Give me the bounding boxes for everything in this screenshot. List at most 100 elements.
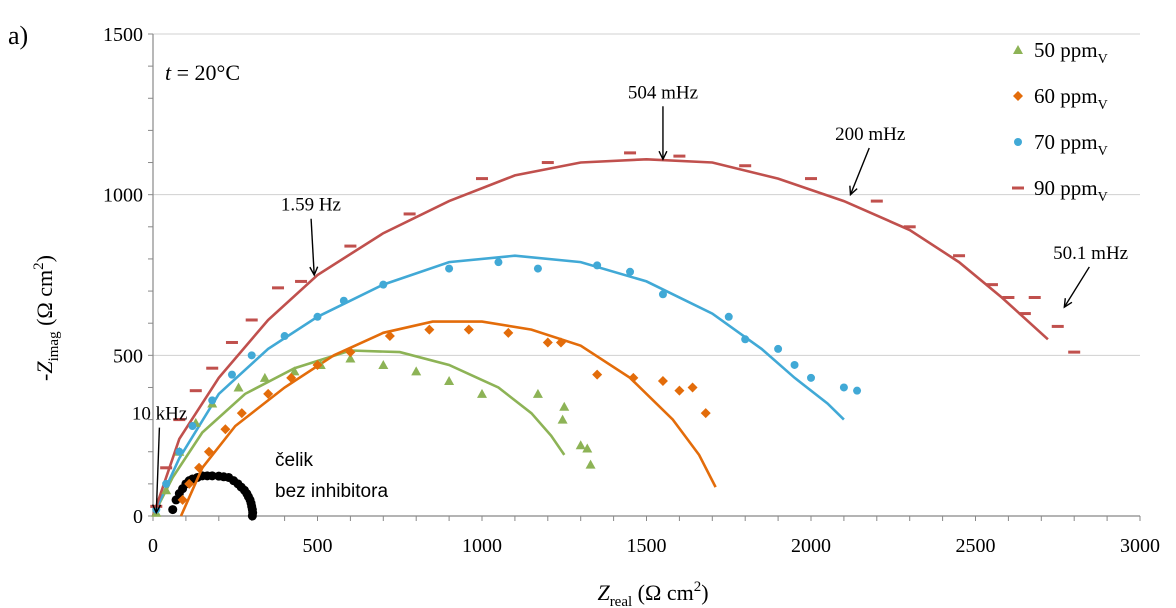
- data-point: [313, 312, 322, 321]
- data-points: [150, 151, 1081, 517]
- data-point: [344, 244, 357, 248]
- fit-line: [179, 320, 717, 517]
- data-point: [494, 258, 503, 267]
- x-tick-labels: 0 500 1000 1500 2000 2500 3000: [148, 535, 1160, 557]
- data-point: [585, 459, 596, 469]
- data-point: [161, 485, 172, 495]
- x-axis-sup: 2: [694, 579, 702, 595]
- data-point: [541, 161, 554, 165]
- data-point: [1012, 186, 1024, 190]
- data-point: [379, 280, 388, 289]
- legend-sub: V: [1098, 52, 1108, 67]
- data-point: [189, 389, 202, 393]
- fit-line: [151, 157, 1049, 517]
- y-gridlines: [153, 33, 1140, 356]
- x-axis-unit: (Ω cm: [632, 580, 694, 605]
- data-point: [1051, 324, 1064, 328]
- data-point: [206, 366, 219, 370]
- data-point: [188, 422, 197, 431]
- data-point: [236, 408, 247, 419]
- data-point: [173, 418, 186, 422]
- annotation-arrowhead: [1063, 298, 1073, 309]
- data-point: [555, 337, 566, 348]
- annotation-arrow: [1063, 266, 1090, 308]
- condition-text: = 20°C: [171, 60, 240, 85]
- data-point: [542, 337, 553, 348]
- y-tick-label: 0: [133, 506, 143, 528]
- data-point: [582, 443, 593, 453]
- legend-sub: V: [1098, 98, 1108, 113]
- data-point: [208, 396, 217, 405]
- data-point: [175, 447, 184, 456]
- data-point: [674, 385, 685, 396]
- data-point: [403, 212, 416, 216]
- y-tick-label: 500: [113, 345, 143, 367]
- reference-label-line2: bez inhibitora: [275, 481, 388, 502]
- data-point: [445, 264, 454, 273]
- x-axis-symbol: Z: [597, 580, 610, 605]
- frequency-annotation: 504 mHz: [628, 82, 698, 103]
- x-tick-label: 2500: [956, 535, 996, 557]
- data-point: [272, 286, 285, 290]
- data-point: [225, 340, 238, 344]
- legend-sub: V: [1098, 190, 1108, 205]
- y-axis-close: ): [32, 255, 57, 262]
- data-point: [312, 359, 323, 370]
- annotation-arrowhead: [849, 185, 858, 197]
- annotation-arrowhead: [658, 150, 668, 161]
- data-point: [345, 347, 356, 358]
- data-point: [575, 440, 586, 450]
- data-point: [1014, 138, 1022, 146]
- data-point: [807, 373, 815, 382]
- reference-point: [168, 505, 178, 515]
- reference-label-line1: čelik: [275, 450, 314, 471]
- legend-entry: 60 ppmV: [1034, 84, 1108, 113]
- data-point: [790, 360, 799, 369]
- y-axis-sub: imag: [46, 331, 62, 361]
- data-point: [378, 359, 389, 369]
- data-point: [774, 344, 783, 353]
- data-point: [1013, 91, 1023, 101]
- x-tick-label: 2000: [791, 535, 831, 557]
- panel-label: a): [8, 21, 28, 50]
- data-point: [259, 372, 270, 382]
- legend-name: 50 ppm: [1034, 38, 1098, 62]
- frequency-annotation: 50.1 mHz: [1053, 243, 1128, 264]
- data-point: [628, 372, 639, 383]
- data-point: [724, 312, 733, 321]
- data-point: [227, 370, 236, 379]
- data-point: [559, 401, 570, 411]
- y-axis-symbol: -Z: [32, 361, 57, 381]
- x-tick-label: 3000: [1120, 535, 1160, 557]
- data-point: [687, 382, 698, 393]
- data-point: [870, 199, 883, 203]
- data-point: [985, 283, 998, 287]
- data-point: [1002, 295, 1015, 299]
- frequency-annotation: 10 kHz: [132, 404, 187, 425]
- data-point: [411, 366, 422, 376]
- data-point: [626, 267, 635, 276]
- legend-name: 90 ppm: [1034, 176, 1098, 200]
- data-point: [657, 376, 668, 387]
- data-point: [1028, 295, 1041, 299]
- annotation-arrow: [310, 218, 315, 276]
- axes: [148, 33, 1141, 521]
- condition-symbol: t: [165, 60, 172, 85]
- legend-sub: V: [1098, 144, 1108, 159]
- data-point: [424, 324, 435, 335]
- data-point: [593, 261, 602, 270]
- data-point: [503, 327, 514, 338]
- data-point: [245, 318, 258, 322]
- x-tick-label: 1500: [627, 535, 667, 557]
- y-axis-sup: 2: [31, 262, 47, 270]
- data-point: [1018, 312, 1031, 316]
- data-point: [286, 372, 297, 383]
- data-point: [160, 466, 173, 470]
- data-point: [339, 296, 348, 305]
- data-point: [839, 383, 848, 392]
- x-axis-close: ): [701, 580, 708, 605]
- frequency-annotations: 10 kHz 1.59 Hz 504 mHz 200 mHz 50.1 mHz: [132, 82, 1128, 515]
- data-point: [463, 324, 474, 335]
- data-point: [477, 388, 487, 398]
- reference-point: [207, 471, 217, 481]
